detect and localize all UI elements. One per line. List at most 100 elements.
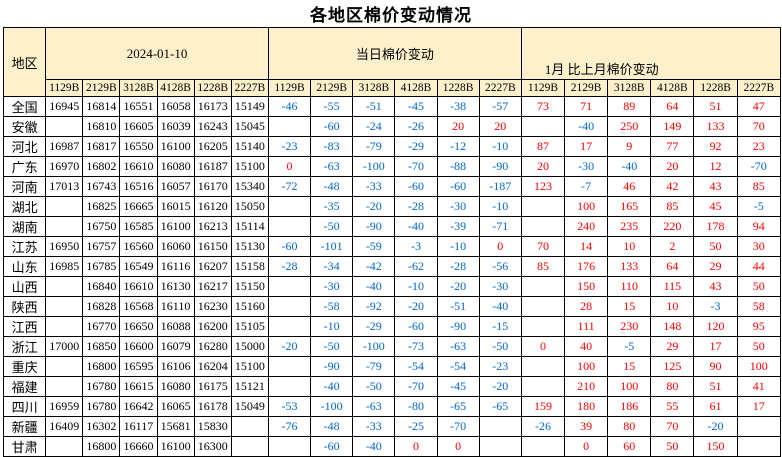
price-cell: 16065 xyxy=(156,396,195,417)
price-cell: 16550 xyxy=(119,136,158,157)
monthly-change-cell: 110 xyxy=(607,276,652,297)
price-cell: 16088 xyxy=(156,316,195,337)
daily-change-cell xyxy=(267,376,312,397)
daily-change-cell: -50 xyxy=(310,216,354,237)
monthly-change-cell: 240 xyxy=(564,216,609,237)
table-row: 湖南 16750 16585 16100 16213 15114 -50 -90 -40 -39-… xyxy=(2,216,782,237)
price-cell: 16187 xyxy=(193,156,232,177)
daily-change-cell: -92 xyxy=(352,296,396,317)
daily-change-cell: -90 xyxy=(478,156,522,177)
monthly-change-cell: 178 xyxy=(693,216,738,237)
daily-change-cell: -20 xyxy=(478,376,522,397)
region-cell: 湖南 xyxy=(2,216,47,237)
price-cell: 16120 xyxy=(193,196,232,217)
daily-change-cell: -50 xyxy=(310,336,354,357)
daily-change-cell xyxy=(478,416,522,437)
daily-change-cell: -40 xyxy=(394,216,438,237)
price-cell: 16130 xyxy=(156,276,195,297)
price-cell xyxy=(45,356,84,377)
daily-change-cell: -20 xyxy=(394,296,438,317)
price-cell: 16015 xyxy=(156,196,195,217)
monthly-change-cell: 51 xyxy=(693,96,738,117)
price-cell: 15160 xyxy=(230,296,269,317)
region-cell: 江苏 xyxy=(2,236,47,257)
grade-col-header-monthly: 1129B xyxy=(520,79,566,97)
table-row: 山西 16840 16610 16130 16217 15150 -30 -40 -10 -20-… xyxy=(2,276,782,297)
price-cell: 16079 xyxy=(156,336,195,357)
region-cell: 陕西 xyxy=(2,296,47,317)
monthly-change-cell: 51 xyxy=(693,376,738,397)
daily-change-cell: 20 xyxy=(478,116,522,137)
price-cell: 16110 xyxy=(156,296,195,317)
price-cell: 16743 xyxy=(82,176,121,197)
daily-change-cell xyxy=(267,216,312,237)
monthly-change-cell: 9 xyxy=(607,136,652,157)
monthly-change-cell: 180 xyxy=(564,396,609,417)
daily-change-cell: -70 xyxy=(394,156,438,177)
monthly-change-cell: 250 xyxy=(607,116,652,137)
price-cell xyxy=(45,376,84,397)
monthly-change-cell xyxy=(736,416,782,437)
monthly-change-cell: 100 xyxy=(736,356,782,377)
price-cell: 16207 xyxy=(193,256,232,277)
monthly-change-cell: 40 xyxy=(564,336,609,357)
price-cell xyxy=(45,316,84,337)
price-cell: 16200 xyxy=(193,316,232,337)
monthly-change-cell: 123 xyxy=(520,176,566,197)
price-cell: 16100 xyxy=(156,436,195,457)
table-row: 广东 16970 16802 16610 16080 16187 15100 0 -63 -100… xyxy=(2,156,782,177)
region-cell: 四川 xyxy=(2,396,47,417)
monthly-change-cell: 50 xyxy=(650,436,695,457)
daily-change-cell: 0 xyxy=(394,436,438,457)
grade-col-header-monthly: 2129B xyxy=(564,79,609,97)
daily-change-cell: -40 xyxy=(478,296,522,317)
monthly-change-cell: 120 xyxy=(693,316,738,337)
region-cell: 江西 xyxy=(2,316,47,337)
table-row: 河北 16987 16817 16550 16100 16205 15140 -23 -83 -7… xyxy=(2,136,782,157)
daily-change-cell xyxy=(478,436,522,457)
table-row: 湖北 16825 16665 16015 16120 15050 -35 -20 -28 -30-… xyxy=(2,196,782,217)
daily-change-cell: -40 xyxy=(352,276,396,297)
monthly-change-cell: 94 xyxy=(736,216,782,237)
table-row: 山东 16985 16785 16549 16116 16207 15158 -28 -34 -4… xyxy=(2,256,782,277)
price-cell: 16959 xyxy=(45,396,84,417)
daily-change-cell: -56 xyxy=(478,256,522,277)
daily-change-cell: -54 xyxy=(436,356,480,377)
monthly-change-cell: 85 xyxy=(520,256,566,277)
monthly-change-cell: 20 xyxy=(650,156,695,177)
monthly-change-cell: 0 xyxy=(564,436,609,457)
grade-subheader-row: 1129B 2129B 3128B 4128B 1228B 2227B 1129B 2129B… xyxy=(4,79,782,97)
daily-change-cell: -48 xyxy=(310,416,354,437)
grade-col-header-monthly: 1228B xyxy=(693,79,738,97)
monthly-change-cell: 100 xyxy=(607,376,652,397)
section-header-monthly-change: 1月 比上月棉价变动 xyxy=(520,27,782,80)
monthly-change-cell: 176 xyxy=(564,256,609,277)
daily-change-cell: -40 xyxy=(352,436,396,457)
price-cell: 16985 xyxy=(45,256,84,277)
price-cell: 15105 xyxy=(230,316,269,337)
daily-change-cell: -71 xyxy=(478,216,522,237)
price-cell: 16750 xyxy=(82,216,121,237)
daily-change-cell: -12 xyxy=(436,136,480,157)
price-cell: 16650 xyxy=(119,316,158,337)
monthly-change-cell: 148 xyxy=(650,316,695,337)
monthly-change-cell: 115 xyxy=(650,276,695,297)
price-cell: 16302 xyxy=(82,416,121,437)
daily-change-cell: -50 xyxy=(352,376,396,397)
price-cell: 16828 xyxy=(82,296,121,317)
monthly-change-cell: -7 xyxy=(564,176,609,197)
price-cell xyxy=(45,276,84,297)
price-cell: 15100 xyxy=(230,156,269,177)
price-cell: 16665 xyxy=(119,196,158,217)
price-cell: 15149 xyxy=(230,96,269,117)
price-cell: 15000 xyxy=(230,336,269,357)
grade-col-header-monthly: 2227B xyxy=(736,79,782,97)
table-row: 全国 16945 16814 16551 16058 16173 15149 -46 -55 -5… xyxy=(2,96,782,117)
price-cell: 16605 xyxy=(119,116,158,137)
price-cell: 16610 xyxy=(119,276,158,297)
daily-change-cell xyxy=(267,196,312,217)
price-cell: 16549 xyxy=(119,256,158,277)
table-row: 河南 17013 16743 16516 16057 16170 15340 -72 -48 -3… xyxy=(2,176,782,197)
daily-change-cell: -79 xyxy=(352,136,396,157)
monthly-change-cell: 89 xyxy=(607,96,652,117)
